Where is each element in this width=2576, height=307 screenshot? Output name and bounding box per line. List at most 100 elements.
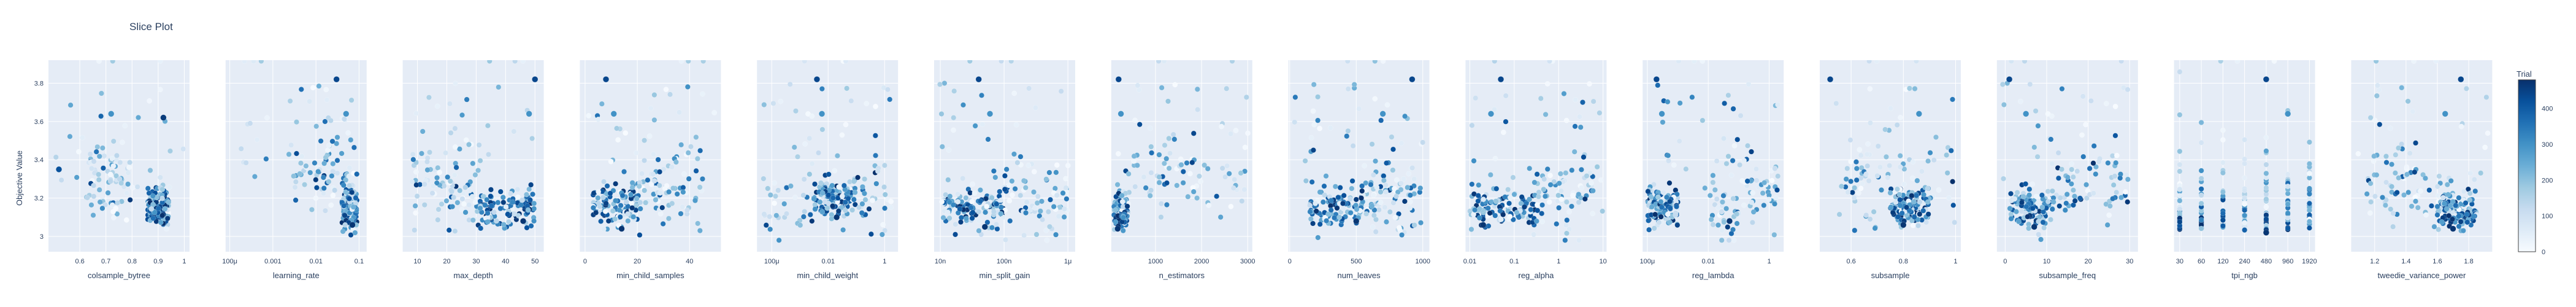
trial-point[interactable] <box>1658 199 1664 205</box>
trial-point[interactable] <box>99 145 105 151</box>
trial-point[interactable] <box>2374 172 2380 178</box>
trial-point[interactable] <box>1468 227 1474 232</box>
trial-point[interactable] <box>2080 154 2087 160</box>
trial-point[interactable] <box>506 219 512 225</box>
trial-point[interactable] <box>826 171 832 177</box>
trial-point[interactable] <box>2040 219 2046 225</box>
trial-point[interactable] <box>686 176 692 182</box>
trial-point[interactable] <box>872 133 878 139</box>
trial-point[interactable] <box>2440 195 2446 201</box>
trial-point[interactable] <box>1022 185 1029 191</box>
trial-point[interactable] <box>1158 214 1164 220</box>
trial-point[interactable] <box>1381 177 1387 184</box>
trial-point[interactable] <box>975 76 982 83</box>
trial-point[interactable] <box>648 105 654 111</box>
trial-point[interactable] <box>1827 76 1834 83</box>
trial-point[interactable] <box>1315 94 1321 100</box>
trial-point[interactable] <box>767 214 773 220</box>
trial-point[interactable] <box>873 181 880 187</box>
trial-point[interactable] <box>454 200 461 206</box>
trial-point[interactable] <box>2242 227 2248 233</box>
trial-point[interactable] <box>1849 190 1855 195</box>
trial-point[interactable] <box>1480 222 1487 228</box>
trial-point[interactable] <box>410 157 416 163</box>
trial-point[interactable] <box>124 190 130 196</box>
trial-point[interactable] <box>1054 192 1060 198</box>
trial-point[interactable] <box>1505 187 1511 193</box>
trial-point[interactable] <box>1033 231 1040 238</box>
trial-point[interactable] <box>1323 173 1329 179</box>
trial-point[interactable] <box>2036 231 2042 238</box>
trial-point[interactable] <box>1335 195 1341 200</box>
trial-point[interactable] <box>2090 190 2096 196</box>
trial-point[interactable] <box>953 231 959 238</box>
trial-point[interactable] <box>2107 203 2113 209</box>
trial-point[interactable] <box>2049 113 2055 119</box>
trial-point[interactable] <box>1500 130 1506 135</box>
trial-point[interactable] <box>2392 170 2398 176</box>
trial-point[interactable] <box>1646 217 1652 223</box>
trial-point[interactable] <box>1370 224 1376 230</box>
trial-point[interactable] <box>955 191 960 197</box>
trial-point[interactable] <box>2062 207 2068 213</box>
trial-point[interactable] <box>2423 212 2429 218</box>
trial-point[interactable] <box>329 173 335 179</box>
trial-point[interactable] <box>1052 185 1058 192</box>
trial-point[interactable] <box>447 101 453 107</box>
trial-point[interactable] <box>2306 219 2312 225</box>
trial-point[interactable] <box>150 193 156 199</box>
trial-point[interactable] <box>2074 168 2080 174</box>
trial-point[interactable] <box>773 212 780 219</box>
trial-point[interactable] <box>947 193 953 200</box>
trial-point[interactable] <box>1497 208 1503 214</box>
trial-point[interactable] <box>1950 96 1955 103</box>
trial-point[interactable] <box>409 179 415 185</box>
trial-point[interactable] <box>887 96 893 103</box>
trial-point[interactable] <box>1511 192 1517 198</box>
trial-point[interactable] <box>2413 140 2418 146</box>
trial-point[interactable] <box>882 205 887 211</box>
trial-point[interactable] <box>461 201 467 207</box>
trial-point[interactable] <box>1887 163 1893 169</box>
trial-point[interactable] <box>297 171 303 177</box>
trial-point[interactable] <box>1043 227 1049 233</box>
trial-point[interactable] <box>778 98 784 104</box>
trial-point[interactable] <box>1895 214 1901 220</box>
trial-point[interactable] <box>515 194 521 200</box>
trial-point[interactable] <box>2055 150 2061 156</box>
trial-point[interactable] <box>1407 199 1413 205</box>
trial-point[interactable] <box>812 206 818 212</box>
trial-point[interactable] <box>659 204 665 211</box>
trial-point[interactable] <box>765 185 771 192</box>
trial-point[interactable] <box>330 161 336 167</box>
trial-point[interactable] <box>859 184 865 190</box>
trial-point[interactable] <box>1557 171 1563 177</box>
trial-point[interactable] <box>1136 87 1142 93</box>
trial-point[interactable] <box>998 211 1004 217</box>
trial-point[interactable] <box>1844 165 1850 171</box>
trial-point[interactable] <box>507 190 513 196</box>
trial-point[interactable] <box>1719 209 1725 215</box>
trial-point[interactable] <box>2125 176 2131 182</box>
trial-point[interactable] <box>1734 211 1740 217</box>
trial-point[interactable] <box>1114 182 1121 188</box>
trial-point[interactable] <box>1730 158 1736 164</box>
trial-point[interactable] <box>1707 192 1713 198</box>
trial-point[interactable] <box>1321 183 1327 189</box>
trial-point[interactable] <box>663 87 669 93</box>
trial-point[interactable] <box>1009 192 1015 198</box>
trial-point[interactable] <box>2114 152 2120 158</box>
trial-point[interactable] <box>1535 208 1541 214</box>
trial-point[interactable] <box>1148 125 1154 131</box>
trial-point[interactable] <box>2007 206 2013 211</box>
trial-point[interactable] <box>466 141 472 147</box>
trial-point[interactable] <box>1115 150 1121 157</box>
trial-point[interactable] <box>2091 143 2097 149</box>
trial-point[interactable] <box>1931 157 1937 163</box>
trial-point[interactable] <box>348 137 354 143</box>
trial-point[interactable] <box>1194 86 1200 92</box>
trial-point[interactable] <box>830 203 835 209</box>
trial-point[interactable] <box>1725 224 1731 230</box>
trial-point[interactable] <box>1665 152 1671 158</box>
trial-point[interactable] <box>2390 210 2396 216</box>
